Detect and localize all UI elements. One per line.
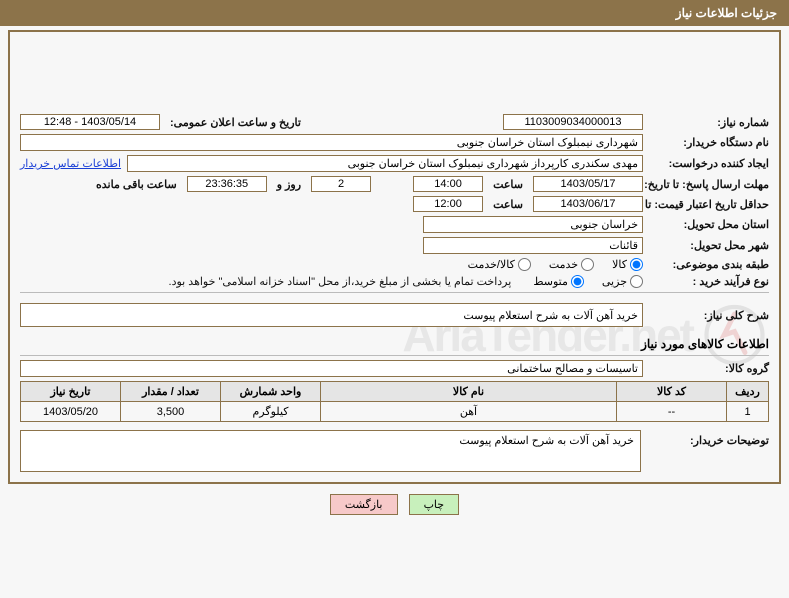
need-no-label: شماره نیاز: [649,116,769,129]
days-and-label: روز و [273,178,305,191]
cell-unit: کیلوگرم [221,402,321,422]
province-label: استان محل تحویل: [649,218,769,231]
proc-radio-minor[interactable]: جزیی [602,275,643,288]
days-remaining-field: 2 [311,176,371,192]
classification-label: طبقه بندی موضوعی: [649,258,769,271]
validity-label: حداقل تاریخ اعتبار قیمت: تا تاریخ: [649,198,769,211]
class-radio-both-label: کالا/خدمت [468,258,515,271]
city-field: قائنات [423,237,643,254]
province-field: خراسان جنوبی [423,216,643,233]
group-label: گروه کالا: [649,362,769,375]
buyer-notes-label: توضیحات خریدار: [649,430,769,472]
buyer-notes-field: خرید آهن آلات به شرح استعلام پیوست [20,430,641,472]
group-field: تاسیسات و مصالح ساختمانی [20,360,643,377]
deadline-time-field: 14:00 [413,176,483,192]
items-table: ردیف کد کالا نام کالا واحد شمارش تعداد /… [20,381,769,422]
items-section-title: اطلاعات کالاهای مورد نیاز [20,337,769,351]
col-unit: واحد شمارش [221,382,321,402]
class-radio-goods-label: کالا [612,258,627,271]
validity-date-field: 1403/06/17 [533,196,643,212]
proc-radio-minor-label: جزیی [602,275,627,288]
requester-field: مهدی سکندری کارپرداز شهرداری نیمبلوک است… [127,155,643,172]
col-need-date: تاریخ نیاز [21,382,121,402]
cell-code: -- [617,402,727,422]
city-label: شهر محل تحویل: [649,239,769,252]
proc-radio-medium[interactable]: متوسط [533,275,584,288]
deadline-date-field: 1403/05/17 [533,176,643,192]
print-button[interactable]: چاپ [409,494,460,515]
proc-radio-minor-input[interactable] [630,275,643,288]
page-title: جزئیات اطلاعات نیاز [0,0,789,26]
general-desc-label: شرح کلی نیاز: [649,309,769,322]
need-no-field: 1103009034000013 [503,114,643,130]
process-note: پرداخت تمام یا بخشی از مبلغ خرید،از محل … [165,275,516,288]
cell-qty: 3,500 [121,402,221,422]
class-radio-goods-input[interactable] [630,258,643,271]
class-radio-service-label: خدمت [549,258,578,271]
back-button[interactable]: بازگشت [330,494,398,515]
buyer-org-label: نام دستگاه خریدار: [649,136,769,149]
class-radio-service[interactable]: خدمت [549,258,594,271]
table-row: 1 -- آهن کیلوگرم 3,500 1403/05/20 [21,402,769,422]
cell-row: 1 [727,402,769,422]
deadline-label: مهلت ارسال پاسخ: تا تاریخ: [649,178,769,191]
buyer-org-field: شهرداری نیمبلوک استان خراسان جنوبی [20,134,643,151]
class-radio-both[interactable]: کالا/خدمت [468,258,531,271]
process-label: نوع فرآیند خرید : [649,275,769,288]
col-code: کد کالا [617,382,727,402]
col-row: ردیف [727,382,769,402]
time-word-2: ساعت [489,198,527,211]
validity-time-field: 12:00 [413,196,483,212]
proc-radio-medium-label: متوسط [533,275,568,288]
announce-dt-label: تاریخ و ساعت اعلان عمومی: [166,116,305,129]
proc-radio-medium-input[interactable] [571,275,584,288]
requester-label: ایجاد کننده درخواست: [649,157,769,170]
announce-dt-field: 1403/05/14 - 12:48 [20,114,160,130]
time-word-1: ساعت [489,178,527,191]
buyer-contact-link[interactable]: اطلاعات تماس خریدار [20,157,121,170]
class-radio-both-input[interactable] [518,258,531,271]
general-desc-field: خرید آهن آلات به شرح استعلام پیوست [20,303,643,327]
class-radio-goods[interactable]: کالا [612,258,643,271]
time-remaining-field: 23:36:35 [187,176,267,192]
remain-tail-label: ساعت باقی مانده [92,178,181,191]
class-radio-service-input[interactable] [581,258,594,271]
col-name: نام کالا [321,382,617,402]
col-qty: تعداد / مقدار [121,382,221,402]
cell-name: آهن [321,402,617,422]
details-panel: AriaTender.net شماره نیاز: 1103009034000… [8,30,781,484]
cell-need-date: 1403/05/20 [21,402,121,422]
